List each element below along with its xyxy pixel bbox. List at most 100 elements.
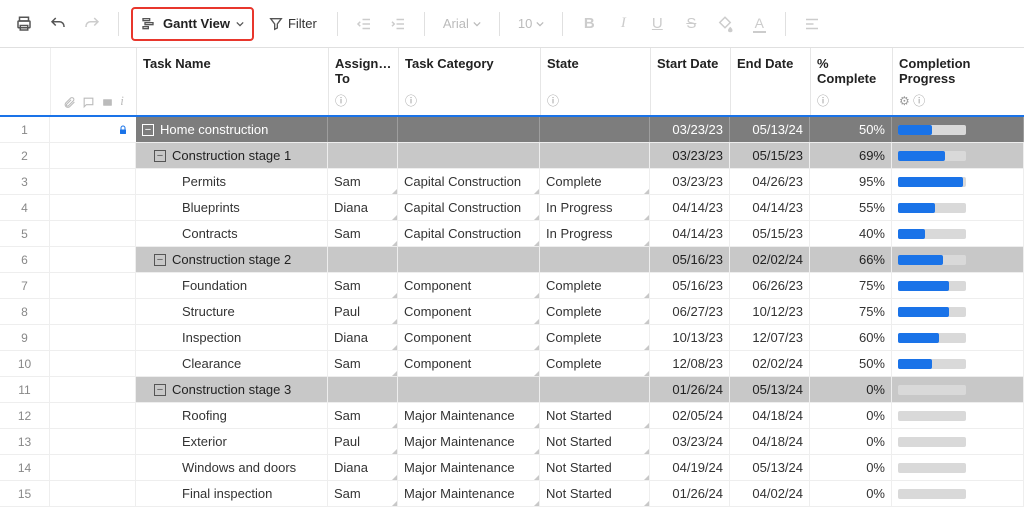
cell[interactable]: 04/14/23 bbox=[730, 195, 810, 220]
row-attachments-cell[interactable] bbox=[50, 481, 136, 506]
progress-cell[interactable] bbox=[892, 117, 1024, 142]
row-number[interactable]: 3 bbox=[0, 169, 50, 194]
redo-button[interactable] bbox=[78, 10, 106, 38]
cell[interactable]: 05/13/24 bbox=[730, 377, 810, 402]
cell[interactable] bbox=[398, 377, 540, 402]
task-cell[interactable]: Contracts bbox=[136, 221, 328, 246]
cell[interactable]: 40% bbox=[810, 221, 892, 246]
row-number[interactable]: 10 bbox=[0, 351, 50, 376]
task-cell[interactable]: −Construction stage 3 bbox=[136, 377, 328, 402]
task-cell[interactable]: Roofing bbox=[136, 403, 328, 428]
table-row[interactable]: 9InspectionDianaComponentComplete10/13/2… bbox=[0, 325, 1024, 351]
progress-cell[interactable] bbox=[892, 169, 1024, 194]
col-end[interactable]: End Date bbox=[730, 48, 810, 115]
row-number[interactable]: 12 bbox=[0, 403, 50, 428]
cell[interactable]: 50% bbox=[810, 351, 892, 376]
cell[interactable]: 01/26/24 bbox=[650, 377, 730, 402]
cell[interactable]: 04/26/23 bbox=[730, 169, 810, 194]
cell[interactable]: 02/02/24 bbox=[730, 351, 810, 376]
row-number[interactable]: 11 bbox=[0, 377, 50, 402]
collapse-icon[interactable]: − bbox=[154, 384, 166, 396]
progress-cell[interactable] bbox=[892, 273, 1024, 298]
cell[interactable]: 0% bbox=[810, 455, 892, 480]
cell[interactable]: 04/02/24 bbox=[730, 481, 810, 506]
table-row[interactable]: 10ClearanceSamComponentComplete12/08/230… bbox=[0, 351, 1024, 377]
table-row[interactable]: 5ContractsSamCapital ConstructionIn Prog… bbox=[0, 221, 1024, 247]
cell[interactable]: 0% bbox=[810, 403, 892, 428]
col-category[interactable]: Task Categoryⓘ bbox=[398, 48, 540, 115]
table-row[interactable]: 6−Construction stage 205/16/2302/02/2466… bbox=[0, 247, 1024, 273]
cell[interactable]: Component bbox=[398, 299, 540, 324]
collapse-icon[interactable]: − bbox=[142, 124, 154, 136]
cell[interactable]: 04/14/23 bbox=[650, 195, 730, 220]
cell[interactable]: 04/14/23 bbox=[650, 221, 730, 246]
cell[interactable]: Diana bbox=[328, 195, 398, 220]
undo-button[interactable] bbox=[44, 10, 72, 38]
cell[interactable]: 02/05/24 bbox=[650, 403, 730, 428]
task-cell[interactable]: Structure bbox=[136, 299, 328, 324]
cell[interactable]: 05/16/23 bbox=[650, 273, 730, 298]
text-color-button[interactable]: A bbox=[745, 10, 773, 38]
cell[interactable]: Paul bbox=[328, 429, 398, 454]
cell[interactable] bbox=[398, 247, 540, 272]
cell[interactable]: 55% bbox=[810, 195, 892, 220]
progress-cell[interactable] bbox=[892, 143, 1024, 168]
row-attachments-cell[interactable] bbox=[50, 247, 136, 272]
cell[interactable]: 10/13/23 bbox=[650, 325, 730, 350]
task-cell[interactable]: Exterior bbox=[136, 429, 328, 454]
cell[interactable]: Sam bbox=[328, 481, 398, 506]
cell[interactable]: 05/13/24 bbox=[730, 117, 810, 142]
fill-color-button[interactable] bbox=[711, 10, 739, 38]
table-row[interactable]: 4BlueprintsDianaCapital ConstructionIn P… bbox=[0, 195, 1024, 221]
print-button[interactable] bbox=[10, 10, 38, 38]
cell[interactable]: 01/26/24 bbox=[650, 481, 730, 506]
cell[interactable] bbox=[398, 143, 540, 168]
cell[interactable]: Major Maintenance bbox=[398, 403, 540, 428]
col-state[interactable]: Stateⓘ bbox=[540, 48, 650, 115]
task-cell[interactable]: Windows and doors bbox=[136, 455, 328, 480]
outdent-button[interactable] bbox=[350, 10, 378, 38]
bold-button[interactable]: B bbox=[575, 10, 603, 38]
cell[interactable]: Sam bbox=[328, 169, 398, 194]
task-cell[interactable]: Clearance bbox=[136, 351, 328, 376]
row-attachments-cell[interactable] bbox=[50, 221, 136, 246]
indent-button[interactable] bbox=[384, 10, 412, 38]
cell[interactable]: 75% bbox=[810, 273, 892, 298]
cell[interactable]: Sam bbox=[328, 351, 398, 376]
table-row[interactable]: 7FoundationSamComponentComplete05/16/230… bbox=[0, 273, 1024, 299]
row-number[interactable]: 4 bbox=[0, 195, 50, 220]
cell[interactable]: Sam bbox=[328, 221, 398, 246]
cell[interactable]: Diana bbox=[328, 325, 398, 350]
row-number[interactable]: 6 bbox=[0, 247, 50, 272]
cell[interactable]: 05/16/23 bbox=[650, 247, 730, 272]
cell[interactable]: Major Maintenance bbox=[398, 429, 540, 454]
cell[interactable]: 03/23/23 bbox=[650, 117, 730, 142]
row-attachments-cell[interactable] bbox=[50, 455, 136, 480]
font-size-dropdown[interactable]: 10 bbox=[512, 16, 550, 31]
cell[interactable]: Complete bbox=[540, 273, 650, 298]
cell[interactable]: Sam bbox=[328, 273, 398, 298]
cell[interactable]: 10/12/23 bbox=[730, 299, 810, 324]
cell[interactable]: 03/23/24 bbox=[650, 429, 730, 454]
cell[interactable]: 06/26/23 bbox=[730, 273, 810, 298]
cell[interactable]: 60% bbox=[810, 325, 892, 350]
cell[interactable]: 04/18/24 bbox=[730, 403, 810, 428]
progress-cell[interactable] bbox=[892, 247, 1024, 272]
table-row[interactable]: 1−Home construction03/23/2305/13/2450% bbox=[0, 117, 1024, 143]
row-number[interactable]: 8 bbox=[0, 299, 50, 324]
strikethrough-button[interactable]: S bbox=[677, 10, 705, 38]
cell[interactable]: 12/08/23 bbox=[650, 351, 730, 376]
cell[interactable]: Complete bbox=[540, 299, 650, 324]
cell[interactable]: Major Maintenance bbox=[398, 455, 540, 480]
cell[interactable]: Component bbox=[398, 325, 540, 350]
row-attachments-cell[interactable] bbox=[50, 325, 136, 350]
row-number[interactable]: 15 bbox=[0, 481, 50, 506]
cell[interactable]: 03/23/23 bbox=[650, 169, 730, 194]
cell[interactable]: In Progress bbox=[540, 221, 650, 246]
cell[interactable]: In Progress bbox=[540, 195, 650, 220]
row-number[interactable]: 2 bbox=[0, 143, 50, 168]
cell[interactable]: Not Started bbox=[540, 455, 650, 480]
cell[interactable]: Sam bbox=[328, 403, 398, 428]
table-row[interactable]: 11−Construction stage 301/26/2405/13/240… bbox=[0, 377, 1024, 403]
table-row[interactable]: 2−Construction stage 103/23/2305/15/2369… bbox=[0, 143, 1024, 169]
